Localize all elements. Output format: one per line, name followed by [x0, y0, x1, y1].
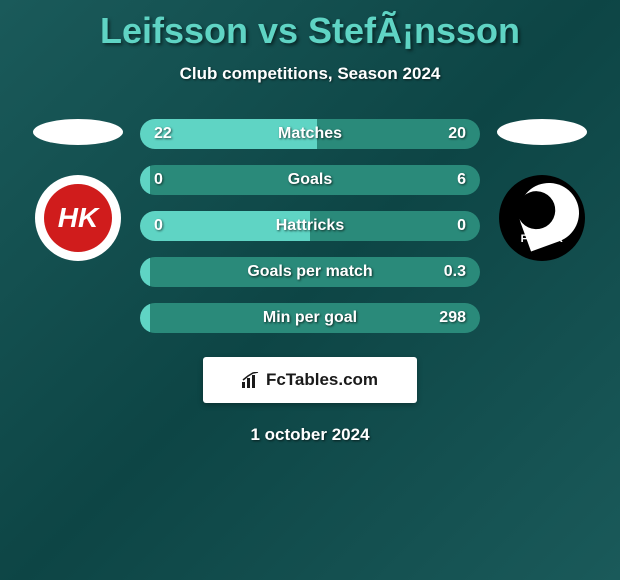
- stat-pill: 00Hattricks: [140, 211, 480, 241]
- stat-label: Goals: [140, 171, 480, 189]
- comparison-row: HK 2220Matches 06Goals 00Hattricks 0.3Goals…: [0, 119, 620, 333]
- right-flag: [497, 119, 587, 145]
- date-text: 1 october 2024: [0, 425, 620, 445]
- left-player-col: HK: [28, 119, 128, 261]
- stat-label: Hattricks: [140, 217, 480, 235]
- stat-pill: 298Min per goal: [140, 303, 480, 333]
- branding-box[interactable]: FcTables.com: [203, 357, 417, 403]
- stats-column: 2220Matches 06Goals 00Hattricks 0.3Goals pe…: [140, 119, 480, 333]
- stat-pill: 0.3Goals per match: [140, 257, 480, 287]
- stat-pill: 06Goals: [140, 165, 480, 195]
- branding-text: FcTables.com: [266, 370, 378, 390]
- stat-label: Min per goal: [140, 309, 480, 327]
- subtitle: Club competitions, Season 2024: [0, 64, 620, 84]
- left-flag: [33, 119, 123, 145]
- left-crest-label: HK: [44, 184, 112, 252]
- right-player-col: FYLKIR: [492, 119, 592, 261]
- right-crest-label: FYLKIR: [499, 233, 585, 245]
- chart-icon: [242, 372, 260, 388]
- page-title: Leifsson vs StefÃ¡nsson: [0, 10, 620, 52]
- left-crest: HK: [35, 175, 121, 261]
- stat-label: Matches: [140, 125, 480, 143]
- right-crest: FYLKIR: [499, 175, 585, 261]
- stat-pill: 2220Matches: [140, 119, 480, 149]
- stat-label: Goals per match: [140, 263, 480, 281]
